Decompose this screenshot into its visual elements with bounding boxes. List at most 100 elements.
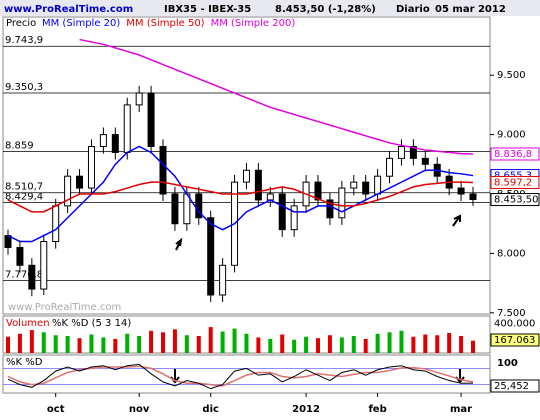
level-label: 7.770,8 [5,270,43,281]
volume-bar [196,335,201,353]
volume-label: Volumen [6,318,50,329]
price-tag [490,193,540,207]
volume-bar [316,338,320,353]
volume-bar [125,333,130,353]
level-label: 8.510,7 [5,182,43,193]
candle-body [159,145,167,195]
volume-bar [411,336,416,353]
volume-bar [459,335,464,353]
volume-bar [149,330,154,353]
x-tick-label: oct [47,404,65,415]
volume-tick-label: 400.000 [494,318,535,329]
date: 05 mar 2012 [435,4,506,15]
volume-bar [161,332,165,353]
y-tick-label: 8.000 [497,248,526,259]
volume-bar [244,333,249,353]
level-label: 9.350,3 [5,82,43,93]
title: IBX35 - IBEX-35 [164,4,251,15]
candle-body [397,145,405,159]
volume-bar [220,331,225,353]
x-tick-label: feb [368,404,386,415]
legend-item: MM (Simple 50) [126,18,204,29]
volume-bar [339,337,344,353]
candle-body [99,134,107,147]
y-tick-label: 7.500 [497,308,526,319]
legend-price: Precio [6,18,36,29]
candle-body [207,217,215,296]
volume-bar [53,335,58,353]
volume-bar [6,336,10,353]
stoch-tag-label: 25,452 [494,381,529,392]
level-label: 9.743,9 [5,35,43,46]
price-tag-label: 8.597,2 [494,177,532,188]
candle-body [254,169,262,201]
volume-bar [256,337,261,353]
y-tick-label: 9.000 [497,130,526,141]
volume-bar [208,327,213,353]
legend-item: MM (Simple 200) [211,18,296,29]
volume-bar [327,335,332,353]
ma-line [79,38,474,155]
volume-bar [304,336,309,353]
x-tick-label: dic [202,404,219,415]
volume-bar [41,332,46,353]
legend-item: MM (Simple 20) [42,18,120,29]
candle-body [123,104,131,153]
stoch-tick-label: 100 [497,358,518,369]
volume-bar [77,338,82,353]
volume-bar [447,333,452,353]
candle-body [87,145,95,189]
level-label: 8.859 [5,140,34,151]
candle-body [469,193,477,201]
ma-line [7,145,474,243]
candle-body [457,187,465,195]
volume-bar [471,340,475,353]
candle-body [266,193,274,201]
volume-bar [292,339,297,353]
candle-body [350,181,358,189]
candle-body [421,157,429,165]
candle-body [16,246,24,266]
candle-body [362,181,370,195]
candle-body [40,241,48,290]
volume-bar [423,334,428,353]
candle-body [242,169,250,183]
volume-tag [490,333,540,347]
last-price: 8.453,50 (-1,28%) [275,4,376,15]
y-tick-label: 9.500 [497,70,526,81]
candle-body [278,193,286,231]
volume-bar [113,338,118,353]
volume-bar [89,334,94,353]
volume-bar [101,337,106,353]
stoch-k [7,363,474,390]
price-tag [490,175,540,189]
volume-bar [29,330,34,353]
volume-tag-label: 167.063 [494,335,535,346]
stoch-label: %K %D [6,357,43,368]
stoch-tag [490,379,540,393]
candle-body [386,157,394,177]
x-tick-label: nov [129,404,150,415]
candle-body [195,193,203,219]
volume-bar [387,332,392,353]
candle-body [171,193,179,225]
volume-bar [268,338,273,353]
volume-bar [399,330,404,353]
candle-body [28,264,36,290]
candle-body [374,175,382,195]
site: www.ProRealTime.com [4,4,133,15]
candle-body [4,235,12,248]
x-tick-label: 2012 [292,404,320,415]
price-tag-label: 8.453,50 [494,195,539,206]
candle-body [52,205,60,243]
volume-bar [363,338,368,353]
ma-line [7,181,474,213]
volume-bar [375,333,380,353]
candle-body [290,205,298,231]
candle-body [409,145,417,159]
price-tag-label: 8.836,8 [494,149,532,160]
arrow [452,214,461,227]
volume-extra: %K %D (5 3 14) [52,318,131,329]
